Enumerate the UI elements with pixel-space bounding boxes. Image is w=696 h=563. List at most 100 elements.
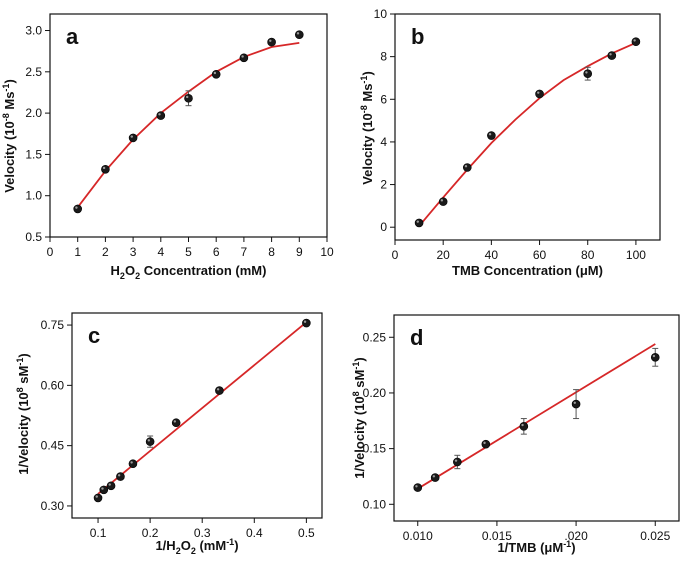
y-axis-title: Velocity (10-8 Ms-1) [1,79,17,193]
x-tick-label: 0 [47,245,54,259]
data-point [413,483,423,492]
x-axis-title: 1/H2O2 (mM-1) [155,537,238,556]
y-tick-label: 0.60 [41,378,65,392]
data-point-highlight [303,320,307,323]
y-tick-label: 1.0 [25,189,42,203]
data-point-highlight [488,133,492,136]
y-tick-label: 0.75 [41,318,65,332]
x-tick-label: 6 [213,245,220,259]
y-tick-label: 0.30 [41,499,65,513]
plot-frame [49,13,328,238]
x-tick-label: 10 [320,245,334,259]
data-point-highlight [95,495,98,498]
x-tick-label: 5 [185,245,192,259]
data-point [571,399,581,409]
x-tick-label: .020 [564,529,588,543]
data-point-highlight [609,53,612,56]
x-axis-title: H2O2 Concentration (mM) [111,263,267,281]
data-point-highlight [415,485,418,488]
x-tick-label: 80 [581,248,595,262]
fit-line [417,343,656,490]
data-point [487,131,496,140]
data-point [535,89,544,99]
data-point-highlight [652,354,656,358]
y-tick-label: 2 [380,178,387,192]
data-point [145,437,155,446]
x-tick-label: 3 [130,245,137,259]
panel-label: a [66,24,79,49]
data-point [239,53,249,63]
data-point [128,459,138,469]
plot-frame [71,312,323,519]
data-point-highlight [186,95,189,99]
data-point-highlight [432,475,436,478]
x-tick-label: 0.025 [640,529,670,543]
data-point [101,164,110,174]
y-tick-label: 0 [380,220,387,234]
y-axis-title: 1/Velocity (108 sM-1) [351,357,367,478]
data-point [171,418,181,428]
data-point-highlight [573,401,576,404]
y-tick-label: 2.0 [25,106,42,120]
y-tick-label: 2.5 [25,65,42,79]
panel-label: b [411,24,424,49]
x-tick-label: 0 [392,248,399,262]
x-tick-label: 0.1 [90,526,107,540]
data-point-highlight [521,423,524,427]
x-tick-label: 40 [485,248,499,262]
data-point [430,473,440,482]
x-tick-label: 9 [296,245,303,259]
data-point [184,93,193,103]
data-point [156,111,166,120]
x-tick-label: 2 [102,245,109,259]
y-tick-label: 10 [374,7,388,21]
x-tick-label: 60 [533,248,547,262]
y-tick-label: 0.25 [363,330,387,344]
plot-frame [394,13,661,241]
data-point [116,472,125,481]
data-point [267,37,276,47]
data-point-highlight [75,206,78,209]
x-tick-label: 1 [74,245,81,259]
x-tick-label: 4 [157,245,164,259]
fit-line [418,41,637,227]
data-point [93,493,103,503]
fit-line [97,321,307,495]
data-point [99,485,109,495]
data-point [294,30,304,39]
data-point-highlight [633,39,636,42]
y-axis-title: Velocity (10-8 Ms-1) [359,71,375,185]
data-point-highlight [147,439,151,442]
chart-panel-b: 0 20 40 60 80 100 0 2 4 6 8 10 b TMB Concentration (μ… [359,7,661,278]
x-tick-label: 0.2 [142,526,159,540]
chart-panel-d: 0.010 0.015 .020 0.025 0.10 0.15 0.20 0.25 d 1/TM… [351,314,680,555]
data-point [650,353,660,362]
chart-panel-a: 0 1 2 3 4 5 6 7 8 9 10 0.5 1.0 1.5 2.0 2.5 3.0 a H2O2 Conc… [1,13,334,281]
data-point-highlight [269,39,272,42]
x-axis-title: TMB Concentration (μM) [452,263,603,278]
y-tick-label: 0.20 [363,386,387,400]
x-tick-label: 7 [241,245,248,259]
data-point [481,439,491,449]
data-point-highlight [537,91,540,94]
panel-label: c [88,323,100,348]
data-point [631,37,641,47]
fit-line [76,42,300,208]
data-point-highlight [101,487,104,490]
data-point-highlight [440,199,444,202]
data-point-highlight [585,71,588,74]
plot-frame [393,314,680,522]
x-tick-label: 100 [626,248,646,262]
panel-label: d [410,325,423,350]
data-point-highlight [108,483,111,486]
data-point-highlight [102,166,106,170]
data-point-highlight [173,420,177,423]
y-tick-label: 0.15 [363,442,387,456]
data-point-highlight [117,474,121,477]
x-axis-title: 1/TMB (μM-1) [497,539,575,555]
x-tick-label: 0.5 [298,526,315,540]
data-point [414,218,424,228]
y-tick-label: 4 [380,135,387,149]
y-tick-label: 1.5 [25,147,42,161]
